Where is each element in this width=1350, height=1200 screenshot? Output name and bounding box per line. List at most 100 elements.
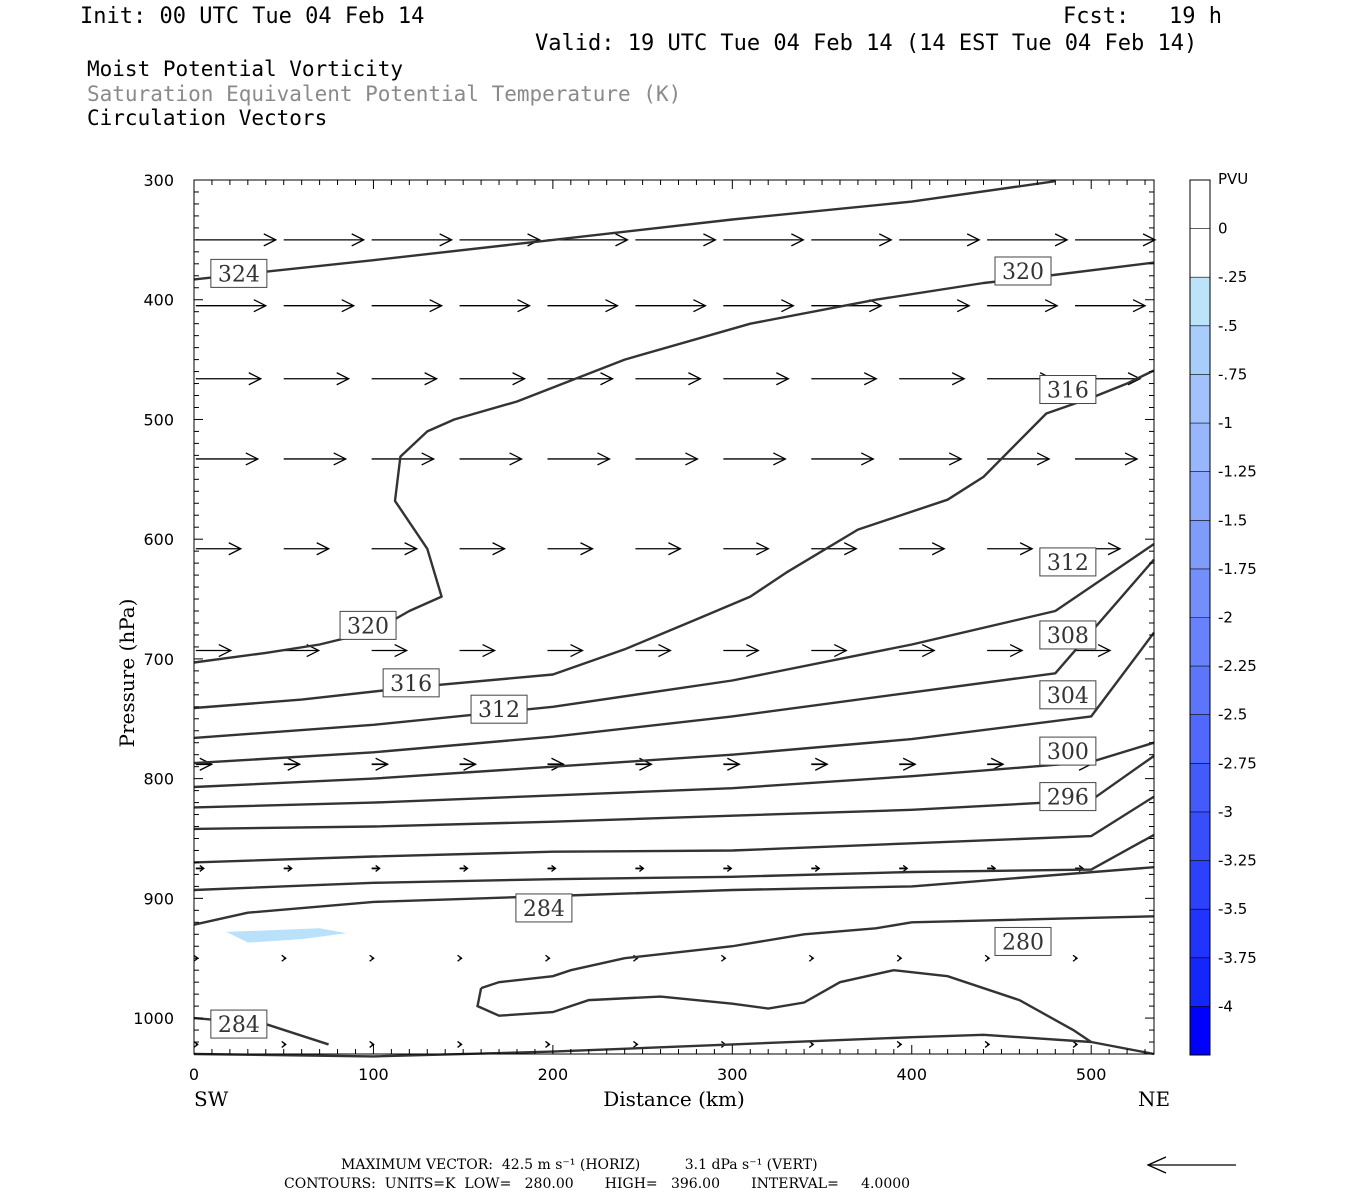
circulation-vector: [371, 299, 444, 313]
circulation-vector: [635, 542, 682, 556]
circulation-vector: [195, 372, 263, 386]
circulation-vector: [811, 864, 821, 872]
pv-shading: [226, 928, 347, 943]
circulation-vector: [987, 452, 1051, 466]
svg-text:300: 300: [1047, 740, 1089, 765]
contour-label-320: 320: [339, 610, 397, 640]
contour-312: [193, 543, 1155, 740]
sw-label: SW: [194, 1087, 229, 1111]
circulation-vector: [987, 542, 1034, 556]
circulation-vector: [723, 372, 790, 386]
contour-284: [193, 866, 1155, 926]
circulation-vector: [723, 233, 805, 247]
svg-text:320: 320: [1002, 260, 1044, 285]
max-vector-note: MAXIMUM VECTOR: 42.5 m s⁻¹ (HORIZ) 3.1 d…: [341, 1157, 818, 1173]
circulation-vector: [811, 233, 893, 247]
contour-label-316: 316: [382, 668, 440, 698]
contour-info: CONTOURS: UNITS=K LOW= 280.00 HIGH= 396.…: [284, 1176, 911, 1192]
colorbar-label: -1.25: [1218, 463, 1257, 481]
colorbar-swatch: [1190, 277, 1210, 326]
circulation-vector: [811, 542, 858, 556]
valid-time: Valid: 19 UTC Tue 04 Feb 14 (14 EST Tue …: [535, 31, 1198, 56]
svg-text:312: 312: [478, 698, 520, 723]
circulation-vector: [987, 233, 1069, 247]
colorbar-swatch: [1190, 909, 1210, 958]
circulation-vector: [547, 372, 614, 386]
circulation-vector: [633, 1040, 639, 1048]
contour-label-304: 304: [1039, 680, 1097, 710]
colorbar-swatch: [1190, 957, 1210, 1007]
circulation-vector: [371, 233, 454, 247]
x-tick-label: 400: [896, 1065, 927, 1084]
colorbar-swatch: [1190, 423, 1210, 472]
contour-280-loop: [476, 968, 1092, 1044]
colorbar-swatch: [1190, 520, 1210, 569]
circulation-vector: [899, 233, 981, 247]
circulation-vector: [720, 954, 727, 962]
circulation-vector: [723, 452, 787, 466]
contour-label-324: 324: [210, 258, 268, 288]
circulation-vector: [811, 452, 875, 466]
y-tick-label: 500: [143, 410, 174, 429]
colorbar-label: -3.5: [1218, 900, 1247, 918]
colorbar-label: -.25: [1218, 268, 1247, 286]
colorbar-label: -3: [1218, 803, 1233, 821]
svg-text:296: 296: [1047, 786, 1089, 811]
colorbar-swatch: [1190, 471, 1210, 521]
init-time: Init: 00 UTC Tue 04 Feb 14: [80, 4, 425, 29]
x-tick-label: 200: [538, 1065, 569, 1084]
circulation-vector: [635, 299, 707, 313]
circulation-vector: [283, 233, 366, 247]
circulation-vector: [457, 1040, 463, 1048]
contour-label-280: 280: [994, 926, 1052, 956]
y-tick-label: 1000: [133, 1009, 174, 1028]
colorbar-label: -.5: [1218, 317, 1238, 335]
circulation-vector: [459, 643, 497, 658]
circulation-vector: [811, 757, 829, 771]
contour-304: [193, 631, 1155, 789]
field-title-mpv: Moist Potential Vorticity: [87, 57, 404, 81]
circulation-vector: [899, 542, 946, 556]
circulation-vector: [723, 643, 760, 658]
y-tick-label: 400: [143, 291, 174, 310]
colorbar-swatch: [1190, 228, 1210, 278]
circulation-vector: [459, 452, 524, 466]
y-tick-label: 300: [143, 171, 174, 190]
circulation-vector: [896, 954, 903, 962]
x-tick-label: 0: [189, 1065, 199, 1084]
plot-axes: 0 100 200 300 400 500 300 400 500 600 700 800 900 100…: [115, 171, 1170, 1111]
circulation-vector: [808, 954, 815, 962]
circulation-vector: [195, 542, 243, 556]
circulation-vector: [899, 372, 966, 386]
circulation-vector: [899, 643, 936, 658]
x-axis-label: Distance (km): [603, 1087, 745, 1111]
circulation-vector: [195, 864, 205, 872]
y-tick-label: 700: [143, 650, 174, 669]
contour-308: [193, 558, 1155, 765]
circulation-vector: [281, 954, 287, 962]
circulation-vector: [984, 954, 991, 962]
field-title-vectors: Circulation Vectors: [87, 106, 328, 130]
circulation-vector: [635, 372, 702, 386]
circulation-vector: [545, 954, 551, 962]
svg-text:312: 312: [1047, 551, 1089, 576]
circulation-vector: [723, 542, 770, 556]
contour-label-316: 316: [1039, 375, 1097, 405]
svg-text:280: 280: [1002, 930, 1044, 955]
svg-text:304: 304: [1047, 684, 1089, 709]
circulation-vector: [984, 1040, 991, 1048]
circulation-vector: [369, 1040, 375, 1048]
svg-text:316: 316: [1047, 379, 1089, 404]
circulation-vector: [371, 864, 381, 872]
circulation-vector: [1075, 233, 1157, 247]
circulation-vector: [811, 372, 878, 386]
circulation-vector: [635, 452, 699, 466]
plot-frame: [193, 179, 1155, 1055]
colorbar-label: -2.25: [1218, 657, 1257, 675]
svg-text:284: 284: [523, 897, 565, 922]
circulation-vector: [547, 299, 619, 313]
circulation-vector: [1075, 299, 1147, 313]
contour-288: [193, 833, 1155, 892]
circulation-vector: [457, 954, 463, 962]
